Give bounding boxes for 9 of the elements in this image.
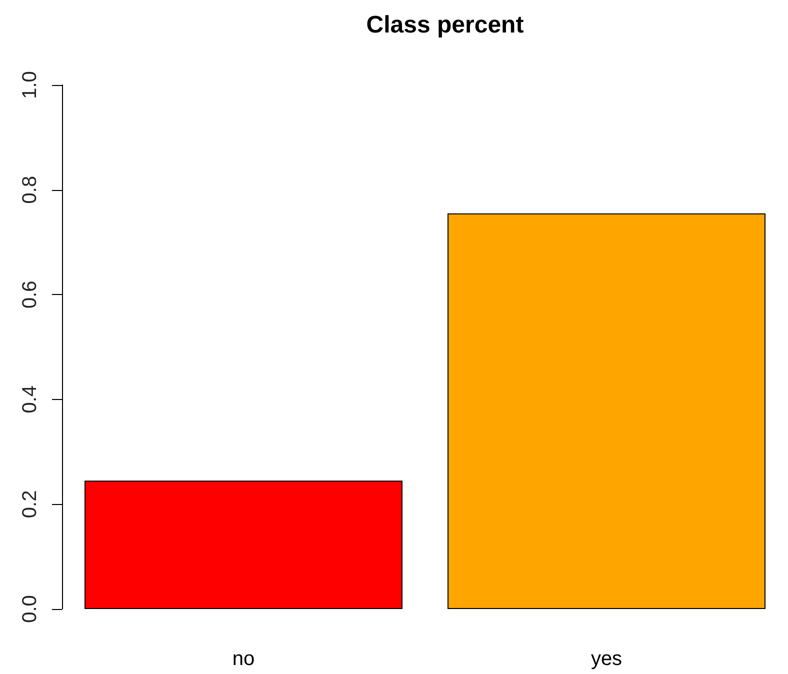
x-tick-label: no [232, 648, 255, 670]
y-tick-label: 1.0 [19, 71, 41, 99]
y-tick-label: 0.4 [19, 385, 41, 414]
chart-title: Class percent [366, 12, 524, 38]
y-tick-label: 0.0 [19, 595, 41, 623]
y-tick-label: 0.2 [19, 490, 41, 518]
y-tick-label: 0.8 [19, 176, 41, 204]
x-tick-label: yes [590, 648, 622, 670]
y-tick-label: 0.6 [19, 280, 41, 309]
